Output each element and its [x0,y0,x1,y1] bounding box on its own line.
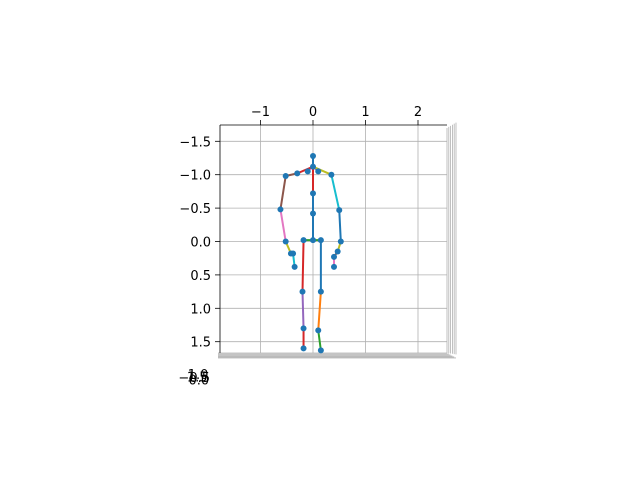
skeleton-joint [331,263,337,270]
skeleton-segment [317,290,322,332]
skeleton-joint [299,288,306,295]
y-tick-label: 1.0 [190,302,211,317]
y-tick-label: 0.5 [190,269,211,284]
skeleton-joint [336,207,343,214]
y-tick-label: −1.0 [179,169,211,184]
y-tick-label: −1.5 [179,135,211,150]
skeleton-joint [277,206,284,213]
z-tick-label: −0.5 [178,371,210,386]
skeleton-joint [310,152,316,159]
skeleton-joint [282,238,289,245]
skeleton-segment [301,290,305,330]
x-tick-label: −1 [251,105,270,120]
skeleton-joint [282,173,289,180]
skeleton-joint [317,237,324,244]
skeleton-joint [315,327,322,334]
skeleton-joint [300,345,307,352]
z-tick-label: 0.0 [189,374,210,389]
skeleton-joint [304,168,311,175]
skeleton-segment [317,329,322,352]
x-tick-label: 0 [309,105,317,120]
skeleton-segment [312,165,333,176]
skeleton-joint [300,325,307,332]
y-tick-label: 1.5 [190,336,211,351]
skeleton-joint [328,171,335,178]
skeleton-segment [330,173,341,212]
skeleton-joint [310,237,316,244]
grid-layer [218,122,457,359]
skeleton-segment [301,239,305,293]
skeleton-joint [334,248,341,255]
skeleton-joints [277,152,344,354]
skeleton-segment [279,175,287,211]
skeleton-joint [337,238,344,245]
tick-labels: −1 0 1 2−1.5−1.0−0.50.00.51.01.5−0.50.01.01… [178,105,422,389]
skeleton-joint [315,168,322,175]
pane-edges [215,120,447,353]
skeleton-segment [338,209,342,243]
skeleton-joint [331,253,337,260]
z-tick-label: 1.5 [187,371,208,386]
skeleton-joint [294,170,301,177]
x-tick-label: 1 [361,105,369,120]
skeleton-joint [291,263,298,270]
skeleton-joint [290,250,297,257]
skeleton-joint [317,347,324,354]
z-tick-label: 1.0 [188,368,209,383]
y-tick-label: −0.5 [179,202,211,217]
skeleton-joint [310,210,316,217]
skeleton-joint [310,163,316,170]
skeleton-joint [300,237,307,244]
skeleton-joint [317,288,324,295]
skeleton-joint [310,190,316,197]
x-tick-label: 2 [414,105,422,120]
skeleton-segment [279,208,287,243]
y-tick-label: 0.0 [190,236,211,251]
